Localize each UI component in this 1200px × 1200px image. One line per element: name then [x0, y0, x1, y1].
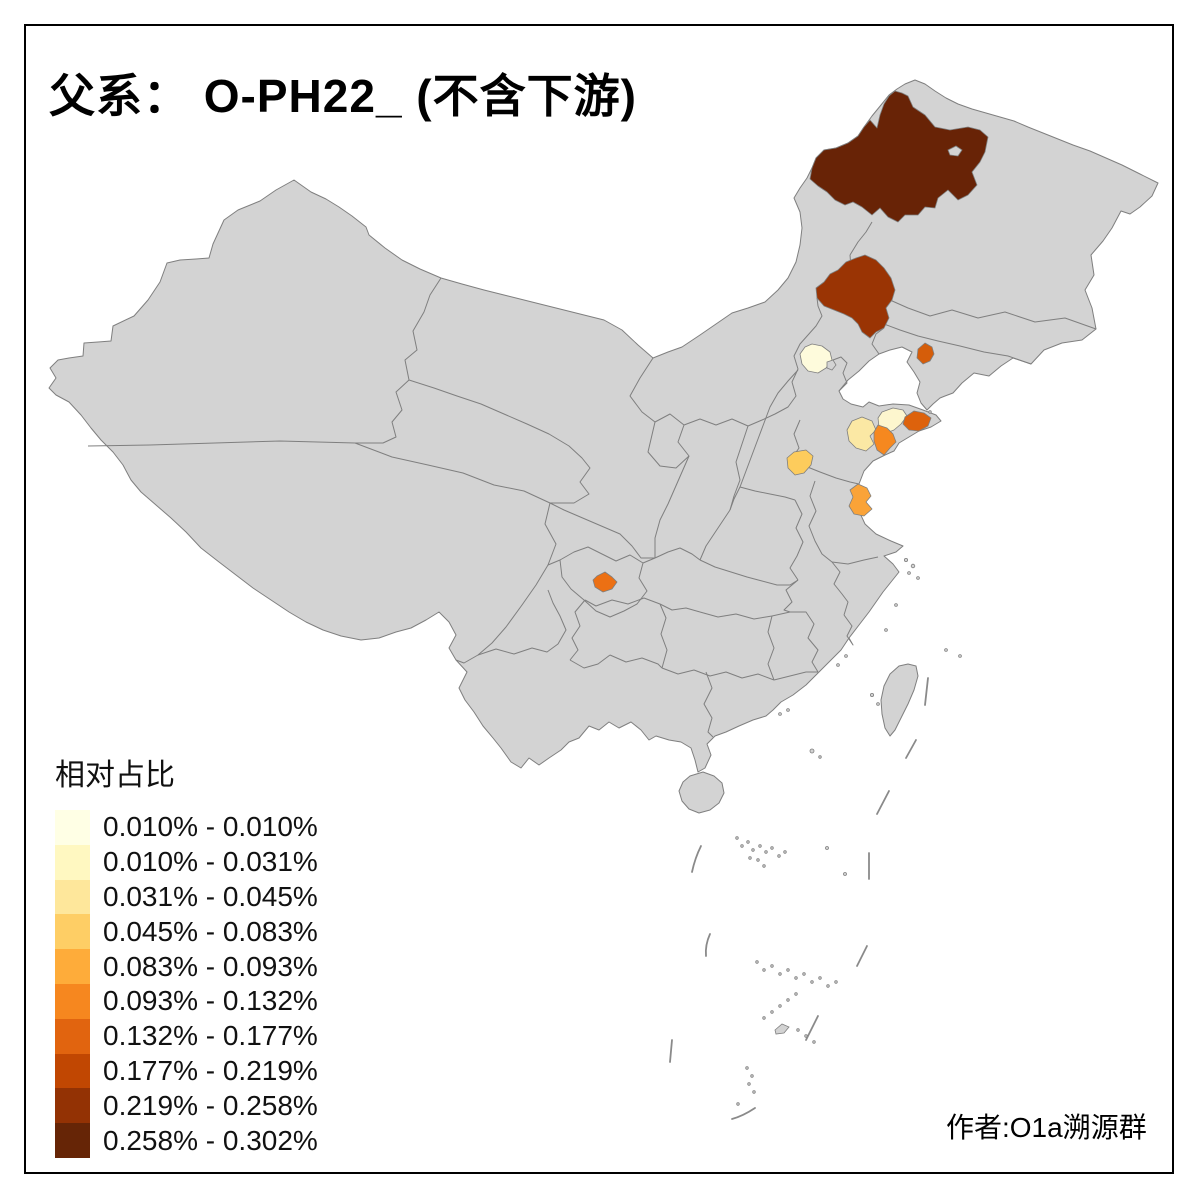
- legend-label: 0.083% - 0.093%: [103, 950, 318, 982]
- boundary-dashes: [669, 677, 929, 1120]
- china-mainland-shape: [48, 79, 1159, 773]
- legend-swatch: [55, 914, 90, 950]
- legend-swatch: [55, 949, 90, 984]
- islands: [669, 410, 962, 1120]
- region-liaoning-coast: [916, 342, 935, 365]
- legend-swatch: [55, 879, 90, 915]
- taiwan-island: [880, 663, 919, 737]
- region-chifeng-area: [815, 254, 896, 339]
- shaded-regions: [592, 90, 989, 593]
- legend-swatch: [55, 1053, 90, 1089]
- region-hulunbuir-area: [809, 90, 989, 223]
- legend-swatch: [55, 1123, 90, 1158]
- legend-item: 0.045% - 0.083%: [55, 914, 318, 950]
- legend-label: 0.219% - 0.258%: [103, 1089, 318, 1121]
- legend-item: 0.031% - 0.045%: [55, 879, 318, 915]
- region-beijing: [799, 343, 833, 374]
- page-title: 父系： O-PH22_ (不含下游): [49, 70, 637, 122]
- legend-label: 0.093% - 0.132%: [103, 985, 318, 1017]
- legend-item: 0.093% - 0.132%: [55, 983, 318, 1019]
- coastal-islets: [778, 410, 962, 716]
- legend-item: 0.010% - 0.010%: [55, 810, 318, 845]
- legend-label: 0.031% - 0.045%: [103, 880, 318, 912]
- province-borders: [87, 221, 1097, 738]
- legend-swatch: [55, 810, 90, 845]
- region-jiangsu: [848, 483, 873, 517]
- legend: 相对占比 0.010% - 0.010% 0.010% - 0.031% 0.031…: [55, 750, 318, 1158]
- legend-label: 0.010% - 0.031%: [103, 846, 318, 878]
- region-chongqing: [592, 571, 618, 593]
- legend-rows: 0.010% - 0.010% 0.010% - 0.031% 0.031% - 0…: [55, 810, 318, 1158]
- legend-item: 0.258% - 0.302%: [55, 1123, 318, 1158]
- region-enclave-gray: [947, 145, 963, 157]
- legend-swatch: [55, 983, 90, 1019]
- legend-swatch: [55, 844, 90, 880]
- region-south-shandong: [786, 449, 814, 476]
- legend-label: 0.045% - 0.083%: [103, 915, 318, 947]
- legend-label: 0.010% - 0.010%: [103, 811, 318, 843]
- region-shandong-central: [846, 416, 877, 452]
- south-china-sea-islets: [735, 748, 847, 1106]
- region-qingdao-area: [873, 424, 897, 456]
- legend-item: 0.132% - 0.177%: [55, 1018, 318, 1054]
- legend-item: 0.219% - 0.258%: [55, 1088, 318, 1124]
- legend-swatch: [55, 1088, 90, 1124]
- legend-label: 0.177% - 0.219%: [103, 1054, 318, 1086]
- legend-swatch: [55, 1018, 90, 1054]
- author-credit: 作者:O1a溯源群: [946, 1112, 1147, 1143]
- legend-label: 0.132% - 0.177%: [103, 1020, 318, 1052]
- region-weihai-area: [902, 410, 932, 432]
- south-sea-islet: [774, 1023, 790, 1035]
- legend-item: 0.010% - 0.031%: [55, 844, 318, 880]
- legend-item: 0.083% - 0.093%: [55, 949, 318, 984]
- legend-title: 相对占比: [55, 759, 175, 792]
- legend-label: 0.258% - 0.302%: [103, 1124, 318, 1156]
- beijing-enclave-gray: [826, 359, 837, 371]
- region-shandong-north: [877, 407, 908, 434]
- legend-item: 0.177% - 0.219%: [55, 1053, 318, 1089]
- hainan-island: [678, 771, 725, 814]
